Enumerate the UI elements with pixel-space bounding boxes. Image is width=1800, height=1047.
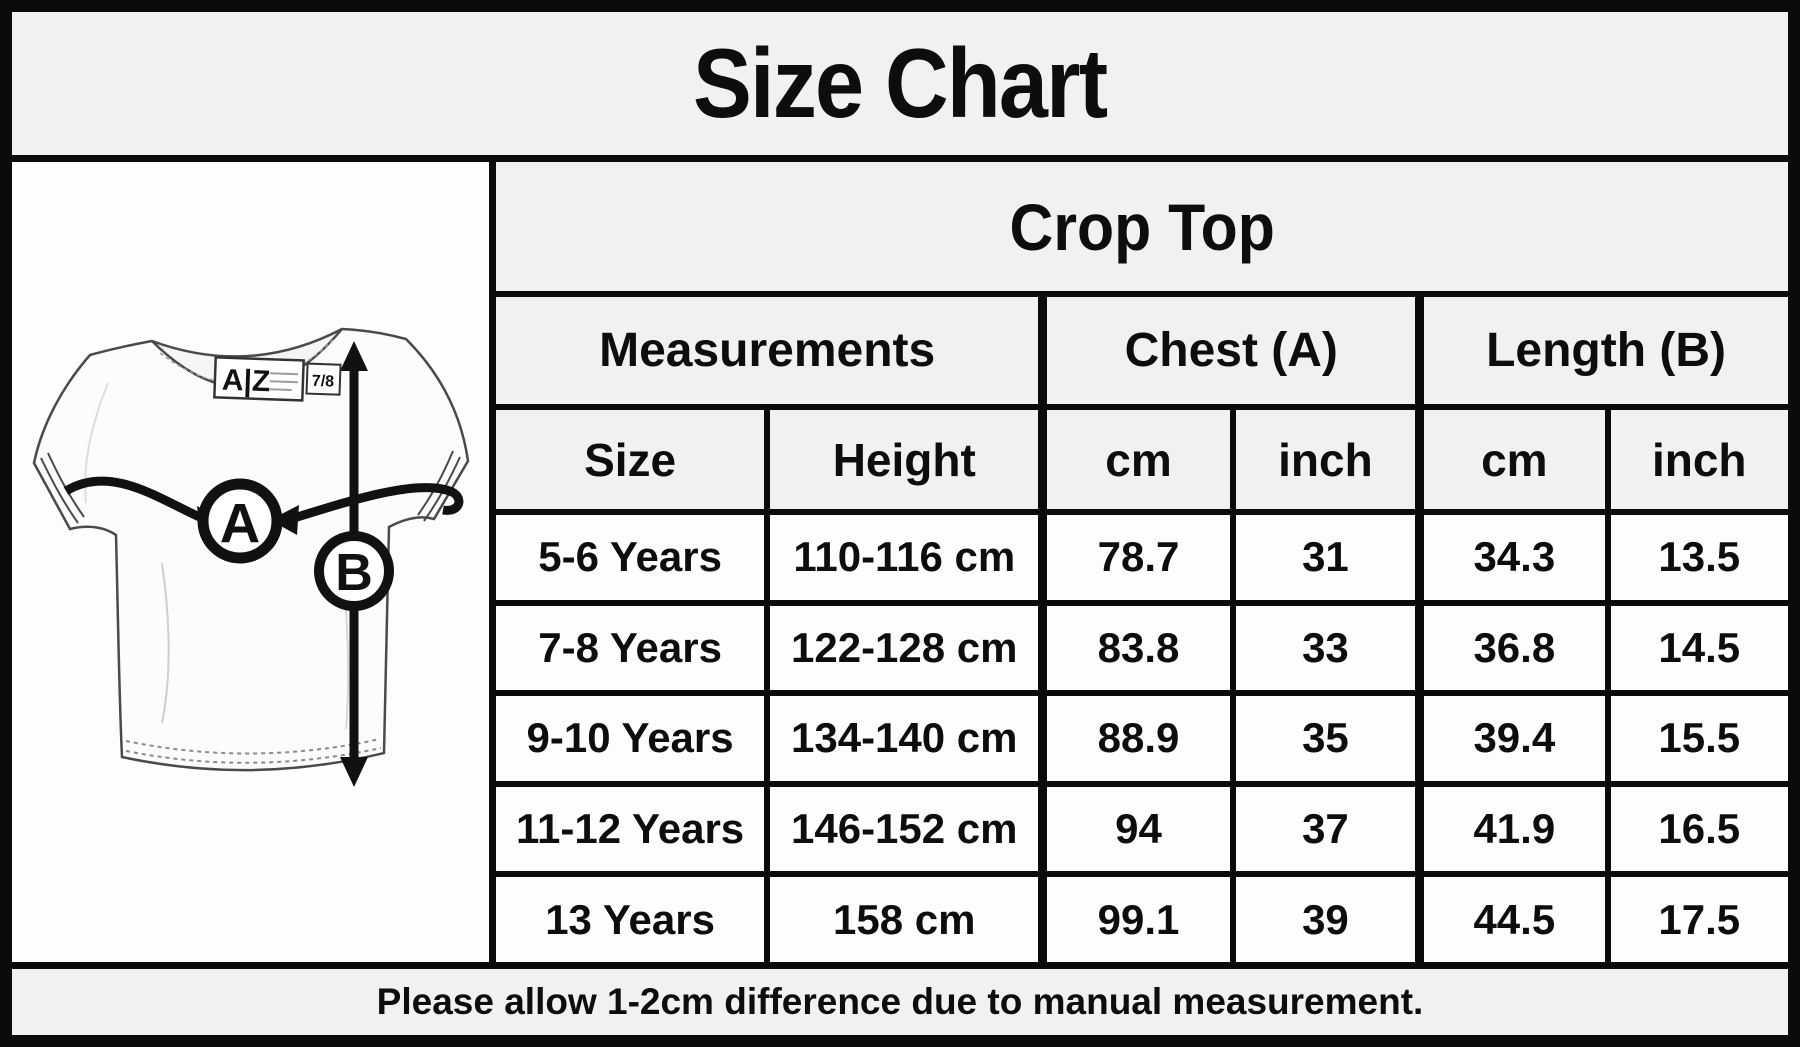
column-header-length-inch: inch bbox=[1610, 410, 1788, 509]
hem-stitch bbox=[125, 738, 381, 755]
table-cell: 17.5 bbox=[1610, 877, 1788, 962]
table-cell: 44.5 bbox=[1421, 877, 1605, 962]
left-cuff-line bbox=[40, 457, 79, 524]
table-cell: 39.4 bbox=[1421, 696, 1605, 781]
brand-label: A|Z bbox=[221, 364, 271, 399]
illustration-panel: A B A|Z 7/8 bbox=[12, 162, 489, 962]
length-marker: B bbox=[314, 531, 394, 611]
table-cell: 5-6 Years bbox=[496, 515, 765, 600]
size-tag-box bbox=[305, 362, 342, 396]
table-cell: 34.3 bbox=[1421, 515, 1605, 600]
size-table: Crop Top Measurements Chest (A) Length (… bbox=[496, 162, 1788, 962]
product-header: Crop Top bbox=[496, 162, 1788, 291]
chest-marker: A bbox=[197, 478, 283, 564]
chest-marker-label: A bbox=[220, 492, 260, 555]
column-header-height: Height bbox=[770, 410, 1039, 509]
table-cell: 88.9 bbox=[1044, 696, 1230, 781]
table-cell: 33 bbox=[1235, 605, 1416, 691]
table-cell: 78.7 bbox=[1044, 515, 1230, 600]
table-cell: 9-10 Years bbox=[496, 696, 765, 781]
table-cell: 15.5 bbox=[1610, 696, 1788, 781]
table-cell: 39 bbox=[1235, 877, 1416, 962]
hem-stitch bbox=[125, 747, 382, 764]
size-tag: 7/8 bbox=[312, 373, 335, 391]
main-area: A B A|Z 7/8 bbox=[12, 162, 1788, 962]
table-cell: 94 bbox=[1044, 786, 1230, 872]
column-header-size: Size bbox=[496, 410, 765, 509]
footer-note: Please allow 1-2cm difference due to man… bbox=[376, 981, 1424, 1022]
table-cell: 37 bbox=[1235, 786, 1416, 872]
title-band: Size Chart bbox=[12, 12, 1788, 155]
table-cell: 7-8 Years bbox=[496, 605, 765, 691]
table-cell: 146-152 cm bbox=[770, 786, 1039, 872]
table-cell: 158 cm bbox=[770, 877, 1039, 962]
column-header-chest-inch: inch bbox=[1235, 410, 1416, 509]
length-marker-label: B bbox=[335, 544, 373, 602]
table-cell: 35 bbox=[1235, 696, 1416, 781]
footer-band: Please allow 1-2cm difference due to man… bbox=[12, 969, 1788, 1035]
table-cell: 13 Years bbox=[496, 877, 765, 962]
table-cell: 11-12 Years bbox=[496, 786, 765, 872]
page-title: Size Chart bbox=[693, 28, 1108, 138]
table-cell: 99.1 bbox=[1044, 877, 1230, 962]
group-header-chest: Chest (A) bbox=[1044, 297, 1416, 404]
column-header-chest-cm: cm bbox=[1044, 410, 1230, 509]
group-header-measurements: Measurements bbox=[496, 297, 1039, 404]
product-header-label: Crop Top bbox=[1009, 189, 1275, 264]
table-cell: 122-128 cm bbox=[770, 605, 1039, 691]
crop-top-illustration: A B A|Z 7/8 bbox=[32, 327, 470, 787]
fold-line bbox=[161, 562, 170, 724]
fold-line bbox=[84, 382, 109, 504]
table-cell: 41.9 bbox=[1421, 786, 1605, 872]
table-cell: 110-116 cm bbox=[770, 515, 1039, 600]
table-cell: 16.5 bbox=[1610, 786, 1788, 872]
neck-label-group: A|Z 7/8 bbox=[213, 356, 342, 402]
table-cell: 13.5 bbox=[1610, 515, 1788, 600]
group-header-length: Length (B) bbox=[1421, 297, 1788, 404]
column-header-length-cm: cm bbox=[1421, 410, 1605, 509]
table-cell: 134-140 cm bbox=[770, 696, 1039, 781]
table-cell: 36.8 bbox=[1421, 605, 1605, 691]
table-cell: 14.5 bbox=[1610, 605, 1788, 691]
table-cell: 83.8 bbox=[1044, 605, 1230, 691]
table-cell: 31 bbox=[1235, 515, 1416, 600]
